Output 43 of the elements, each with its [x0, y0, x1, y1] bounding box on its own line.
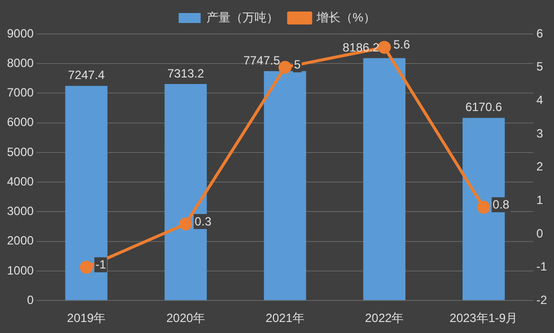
data-label: 5	[294, 58, 302, 72]
y2-tick-label: -2	[536, 292, 548, 307]
bar	[363, 58, 406, 300]
data-label: 7747.5	[243, 53, 280, 68]
y2-tick-label: 5	[536, 60, 544, 74]
data-label: 7247.4	[68, 68, 106, 82]
point	[378, 40, 391, 54]
bar	[65, 86, 108, 300]
x-tick-label: 2022年	[364, 311, 404, 326]
y2-tick-label: 4	[536, 92, 544, 107]
x-tick-label: 2019年	[67, 311, 106, 326]
y-tick-label: 2000	[6, 234, 34, 248]
x-tick-label: 2023年1-9月	[450, 311, 518, 326]
point	[179, 217, 192, 230]
y-tick-label: 5000	[6, 144, 34, 159]
y2-tick-label: 1	[536, 192, 544, 207]
legend-label: 产量（万吨）	[206, 10, 279, 24]
y-tick-label: 1000	[6, 263, 34, 278]
y-tick-label: 0	[27, 292, 34, 307]
y2-tick-label: 3	[536, 126, 544, 140]
data-label: 6170.6	[465, 100, 502, 114]
y2-tick-label: 6	[536, 26, 544, 40]
data-label: 0.8	[492, 198, 510, 212]
point	[477, 200, 490, 214]
point	[278, 60, 292, 74]
y2-tick-label: 0	[536, 226, 544, 240]
y2-tick-label: 2	[536, 160, 544, 174]
bar	[264, 71, 306, 300]
x-tick-label: 2021年	[266, 311, 304, 326]
y2-tick-label: -1	[536, 260, 548, 274]
y-tick-label: 3000	[6, 204, 34, 218]
y-tick-label: 4000	[6, 174, 34, 188]
data-label: 7313.2	[167, 66, 204, 80]
y-tick-label: 9000	[6, 26, 34, 40]
x-tick-label: 2020年	[166, 311, 206, 326]
data-label: 0.3	[194, 214, 212, 228]
point	[80, 260, 93, 274]
y-tick-label: 8000	[6, 56, 34, 70]
y-tick-label: 7000	[6, 86, 34, 100]
legend-label: 增长（%）	[316, 10, 376, 24]
y-tick-label: 6000	[6, 115, 34, 130]
data-label: 5.6	[393, 38, 410, 52]
data-label: -1	[95, 258, 106, 272]
